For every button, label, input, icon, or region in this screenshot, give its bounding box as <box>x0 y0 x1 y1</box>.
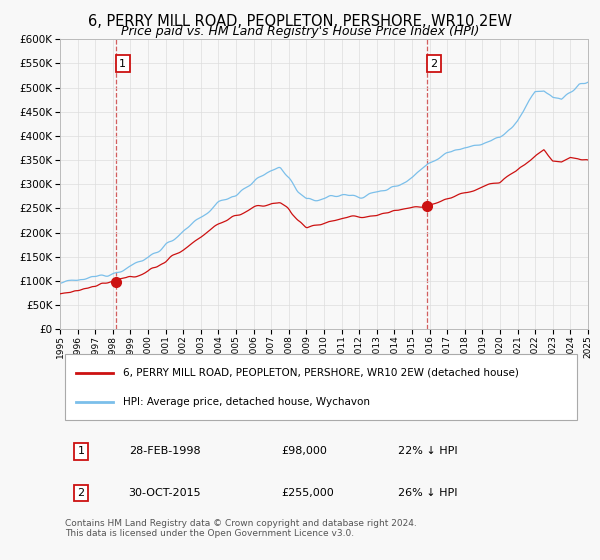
Text: 2: 2 <box>430 59 437 68</box>
Text: Contains HM Land Registry data © Crown copyright and database right 2024.
This d: Contains HM Land Registry data © Crown c… <box>65 519 417 539</box>
Text: £255,000: £255,000 <box>282 488 335 498</box>
Text: 6, PERRY MILL ROAD, PEOPLETON, PERSHORE, WR10 2EW: 6, PERRY MILL ROAD, PEOPLETON, PERSHORE,… <box>88 14 512 29</box>
Text: 26% ↓ HPI: 26% ↓ HPI <box>398 488 457 498</box>
Text: Price paid vs. HM Land Registry's House Price Index (HPI): Price paid vs. HM Land Registry's House … <box>121 25 479 38</box>
Text: 30-OCT-2015: 30-OCT-2015 <box>128 488 201 498</box>
Text: 1: 1 <box>119 59 127 68</box>
Text: 28-FEB-1998: 28-FEB-1998 <box>128 446 200 456</box>
Text: 2: 2 <box>77 488 85 498</box>
Text: 22% ↓ HPI: 22% ↓ HPI <box>398 446 458 456</box>
Text: HPI: Average price, detached house, Wychavon: HPI: Average price, detached house, Wych… <box>124 397 370 407</box>
Text: £98,000: £98,000 <box>282 446 328 456</box>
Text: 1: 1 <box>77 446 85 456</box>
FancyBboxPatch shape <box>65 354 577 421</box>
Text: 6, PERRY MILL ROAD, PEOPLETON, PERSHORE, WR10 2EW (detached house): 6, PERRY MILL ROAD, PEOPLETON, PERSHORE,… <box>124 367 519 377</box>
